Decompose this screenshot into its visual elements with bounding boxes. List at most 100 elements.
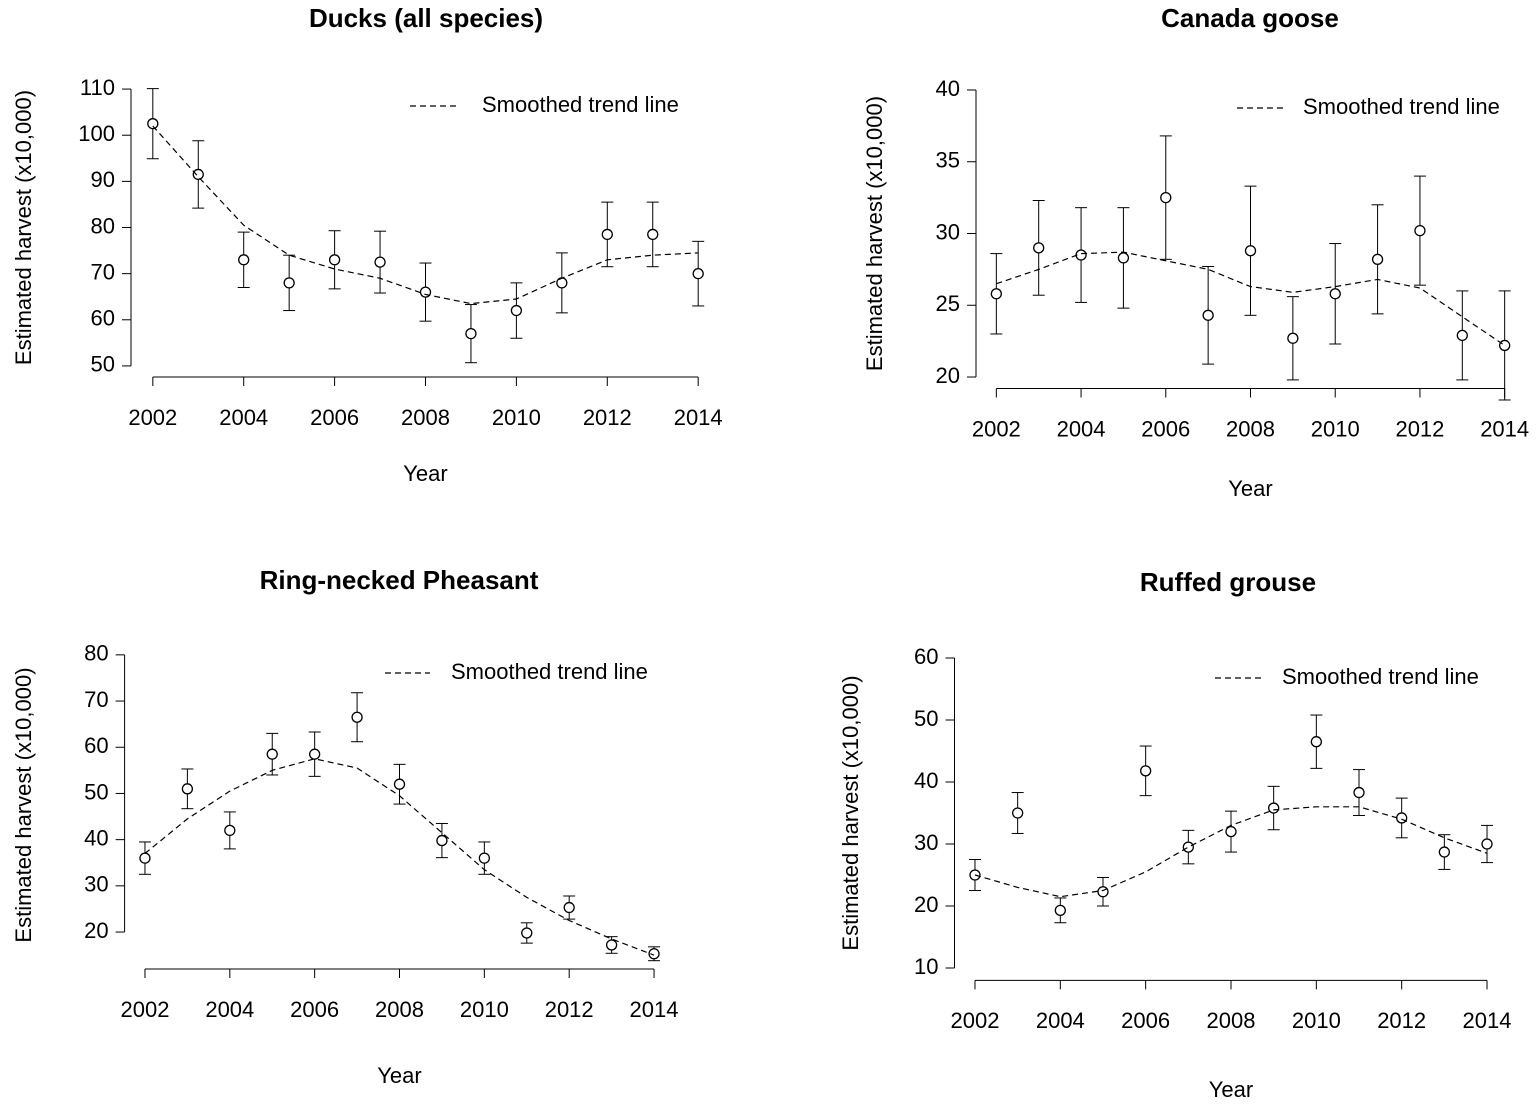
x-tick-label: 2006 [290,997,339,1022]
point [1097,886,1109,898]
x-axis-label: Year [1228,476,1272,501]
point [521,927,533,939]
point [1499,339,1511,352]
point [1268,802,1280,814]
y-axis-label: Estimated harvest (x10,000) [11,90,36,365]
x-tick-label: 2014 [1463,1008,1512,1033]
y-tick-label: 60 [914,644,938,669]
x-tick-label: 2002 [120,997,169,1022]
x-tick-label: 2010 [492,405,541,430]
x-axis-label: Year [403,461,447,486]
x-tick-label: 2002 [951,1008,1000,1033]
point [692,267,704,280]
point [1182,841,1194,853]
x-tick-label: 2012 [545,997,594,1022]
x-tick-label: 2014 [1480,416,1529,441]
y-tick-label: 30 [84,872,108,897]
y-tick-label: 40 [84,825,108,850]
y-tick-label: 80 [84,641,108,666]
x-tick-label: 2008 [375,997,424,1022]
chart-title: Ring-necked Pheasant [260,565,539,595]
chart-title: Ruffed grouse [1140,567,1316,597]
point [147,118,159,130]
point [1202,309,1214,321]
point [1033,242,1045,254]
x-tick-label: 2008 [401,405,450,430]
point [1310,736,1322,748]
panel: Ring-necked Pheasant Year Estimated harves… [11,565,679,1088]
point [238,254,250,266]
y-tick-label: 110 [80,75,115,100]
y-tick-label: 25 [936,291,960,316]
trend-line [974,806,1488,898]
point [181,783,194,795]
y-tick-label: 100 [78,121,115,146]
x-axis-label: Year [377,1063,421,1088]
y-tick-label: 90 [91,167,115,192]
point [1287,332,1299,344]
y-tick-label: 30 [936,219,960,244]
chart-title: Ducks (all species) [309,3,543,33]
chart-title: Canada goose [1161,3,1339,33]
point [605,939,618,951]
point [1117,252,1130,264]
point [1438,846,1450,858]
point [1225,825,1237,838]
panel: Ruffed grouse Year Estimated harvest (x10,… [838,567,1512,1102]
point [1012,807,1024,819]
x-tick-label: 2014 [674,405,723,430]
y-tick-label: 20 [84,918,108,943]
y-tick-label: 80 [91,213,115,238]
point [1140,765,1152,777]
point [192,168,204,181]
y-axis-label: Estimated harvest (x10,000) [862,96,887,371]
x-tick-label: 2004 [219,405,268,430]
y-tick-label: 60 [91,306,115,331]
point [465,327,477,340]
point [1353,786,1365,799]
panel: Ducks (all species) Year Estimated harvest… [11,3,723,486]
x-tick-label: 2010 [1292,1008,1341,1033]
y-tick-label: 30 [914,830,938,855]
point [309,748,321,760]
y-tick-label: 70 [84,687,108,712]
point [1075,249,1087,261]
x-tick-label: 2014 [630,997,679,1022]
x-tick-label: 2012 [583,405,632,430]
point [990,288,1002,300]
point [1396,812,1408,824]
x-tick-label: 2008 [1226,416,1275,441]
point [266,748,278,760]
y-tick-label: 20 [914,892,938,917]
y-tick-label: 50 [914,706,938,731]
point [328,254,341,266]
y-tick-label: 70 [91,259,115,284]
y-tick-label: 40 [936,76,960,101]
legend-label: Smoothed trend line [482,92,679,117]
point [139,852,151,864]
point [224,824,236,837]
point [1329,288,1341,300]
y-axis-label: Estimated harvest (x10,000) [11,667,36,942]
legend-label: Smoothed trend line [1303,94,1500,119]
y-tick-label: 50 [91,352,115,377]
legend-label: Smoothed trend line [1282,664,1479,689]
x-tick-label: 2012 [1377,1008,1426,1033]
y-tick-label: 20 [936,363,960,388]
trend-line [996,251,1506,346]
point [1160,191,1172,204]
point [556,277,568,289]
x-tick-label: 2006 [1141,416,1190,441]
point [647,228,659,241]
trend-line [152,125,699,305]
x-tick-label: 2002 [972,416,1021,441]
y-tick-label: 10 [914,954,938,979]
x-tick-label: 2010 [460,997,509,1022]
x-tick-label: 2004 [1057,416,1106,441]
point [510,304,523,317]
point [563,901,575,914]
x-tick-label: 2002 [128,405,177,430]
y-tick-label: 60 [84,733,108,758]
y-axis-label: Estimated harvest (x10,000) [838,675,863,950]
